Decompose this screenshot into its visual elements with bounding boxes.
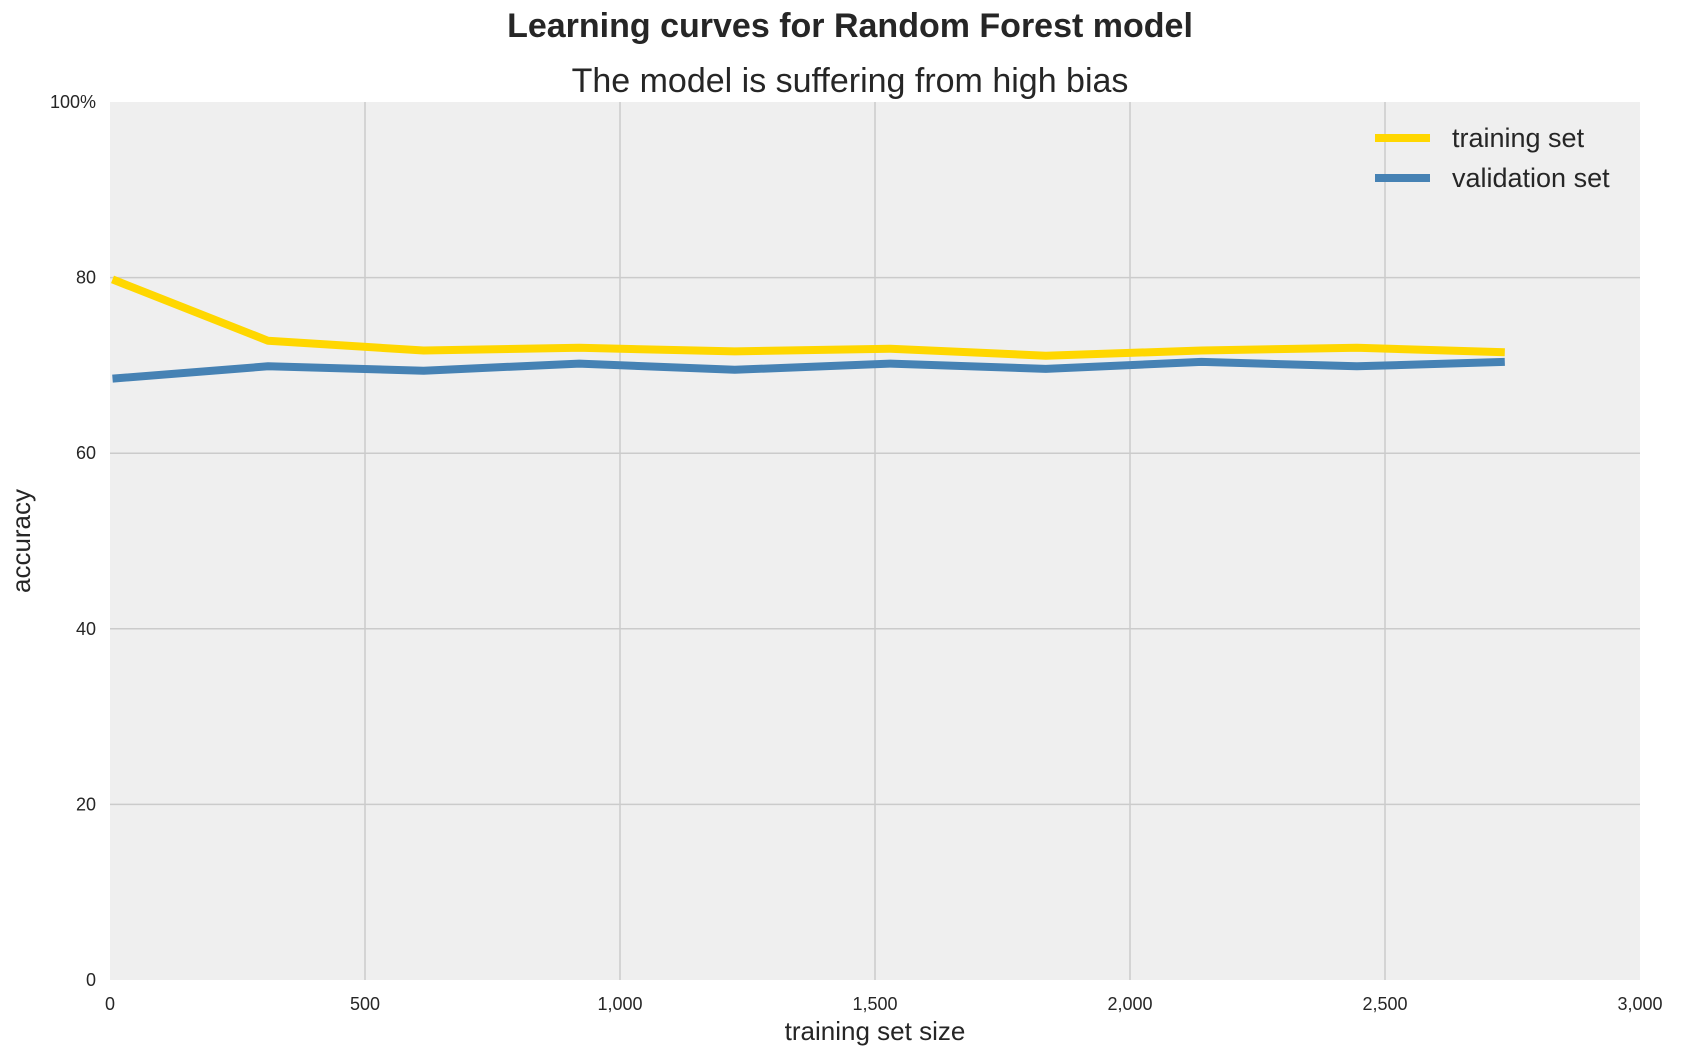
x-axis-label: training set size [785, 1016, 966, 1046]
y-tick-label: 60 [76, 443, 96, 463]
x-tick-label: 0 [105, 994, 115, 1014]
x-tick-label: 2,000 [1107, 994, 1152, 1014]
y-tick-label: 40 [76, 619, 96, 639]
legend-label-training-set: training set [1452, 123, 1585, 153]
training-set-line [111, 275, 1505, 360]
y-tick-label: 100% [50, 92, 96, 112]
legend: training set validation set [1375, 123, 1610, 193]
x-tick-label: 500 [350, 994, 380, 1014]
x-tick-label: 2,500 [1362, 994, 1407, 1014]
series-lines [111, 275, 1505, 383]
validation-set-line [112, 357, 1505, 383]
chart-title: Learning curves for Random Forest model [507, 7, 1193, 45]
x-tick-label: 1,000 [597, 994, 642, 1014]
y-tick-label: 0 [86, 970, 96, 990]
gridlines [110, 102, 1640, 980]
y-tick-label: 80 [76, 268, 96, 288]
y-axis-label: accuracy [6, 489, 36, 593]
tick-labels: 0 500 1,000 1,500 2,000 2,500 3,000 0 20 40 60 80 10… [50, 92, 1663, 1014]
x-tick-label: 3,000 [1617, 994, 1662, 1014]
y-tick-label: 20 [76, 794, 96, 814]
legend-label-validation-set: validation set [1452, 163, 1610, 193]
x-tick-label: 1,500 [852, 994, 897, 1014]
chart-subtitle: The model is suffering from high bias [572, 62, 1129, 100]
